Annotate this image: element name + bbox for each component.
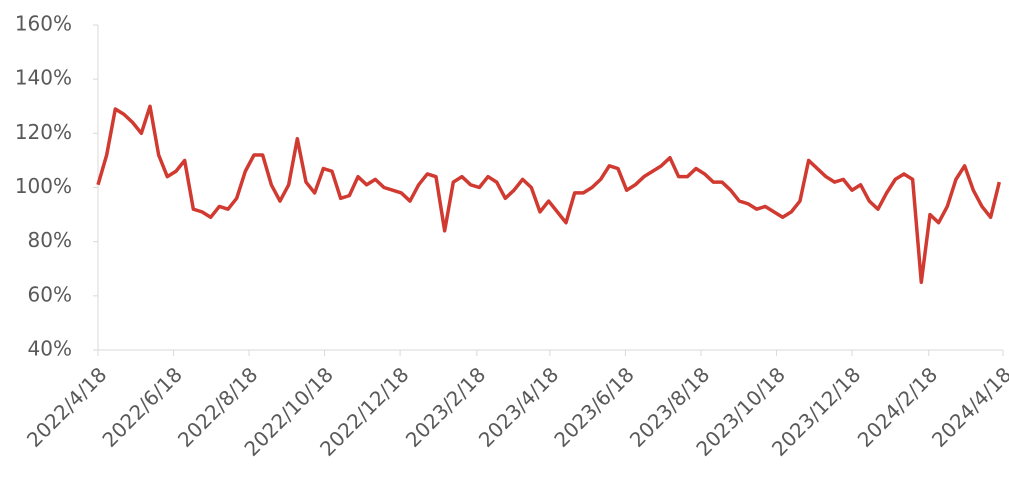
x-tick-label: 2024/4/18 xyxy=(927,362,1009,451)
y-tick-label: 140% xyxy=(15,66,72,90)
x-tick-label: 2023/6/18 xyxy=(549,362,638,451)
y-tick-label: 120% xyxy=(15,120,72,144)
y-tick-label: 160% xyxy=(15,12,72,36)
x-tick-label: 2023/4/18 xyxy=(474,362,563,451)
x-tick-label: 2022/6/18 xyxy=(97,362,186,451)
y-tick-label: 60% xyxy=(28,282,72,306)
y-tick-label: 80% xyxy=(28,228,72,252)
y-tick-label: 100% xyxy=(15,174,72,198)
y-tick-label: 40% xyxy=(28,337,72,361)
x-tick-label: 2022/4/18 xyxy=(22,362,111,451)
line-series xyxy=(96,104,1001,285)
x-tick-label: 2024/2/18 xyxy=(853,362,942,451)
